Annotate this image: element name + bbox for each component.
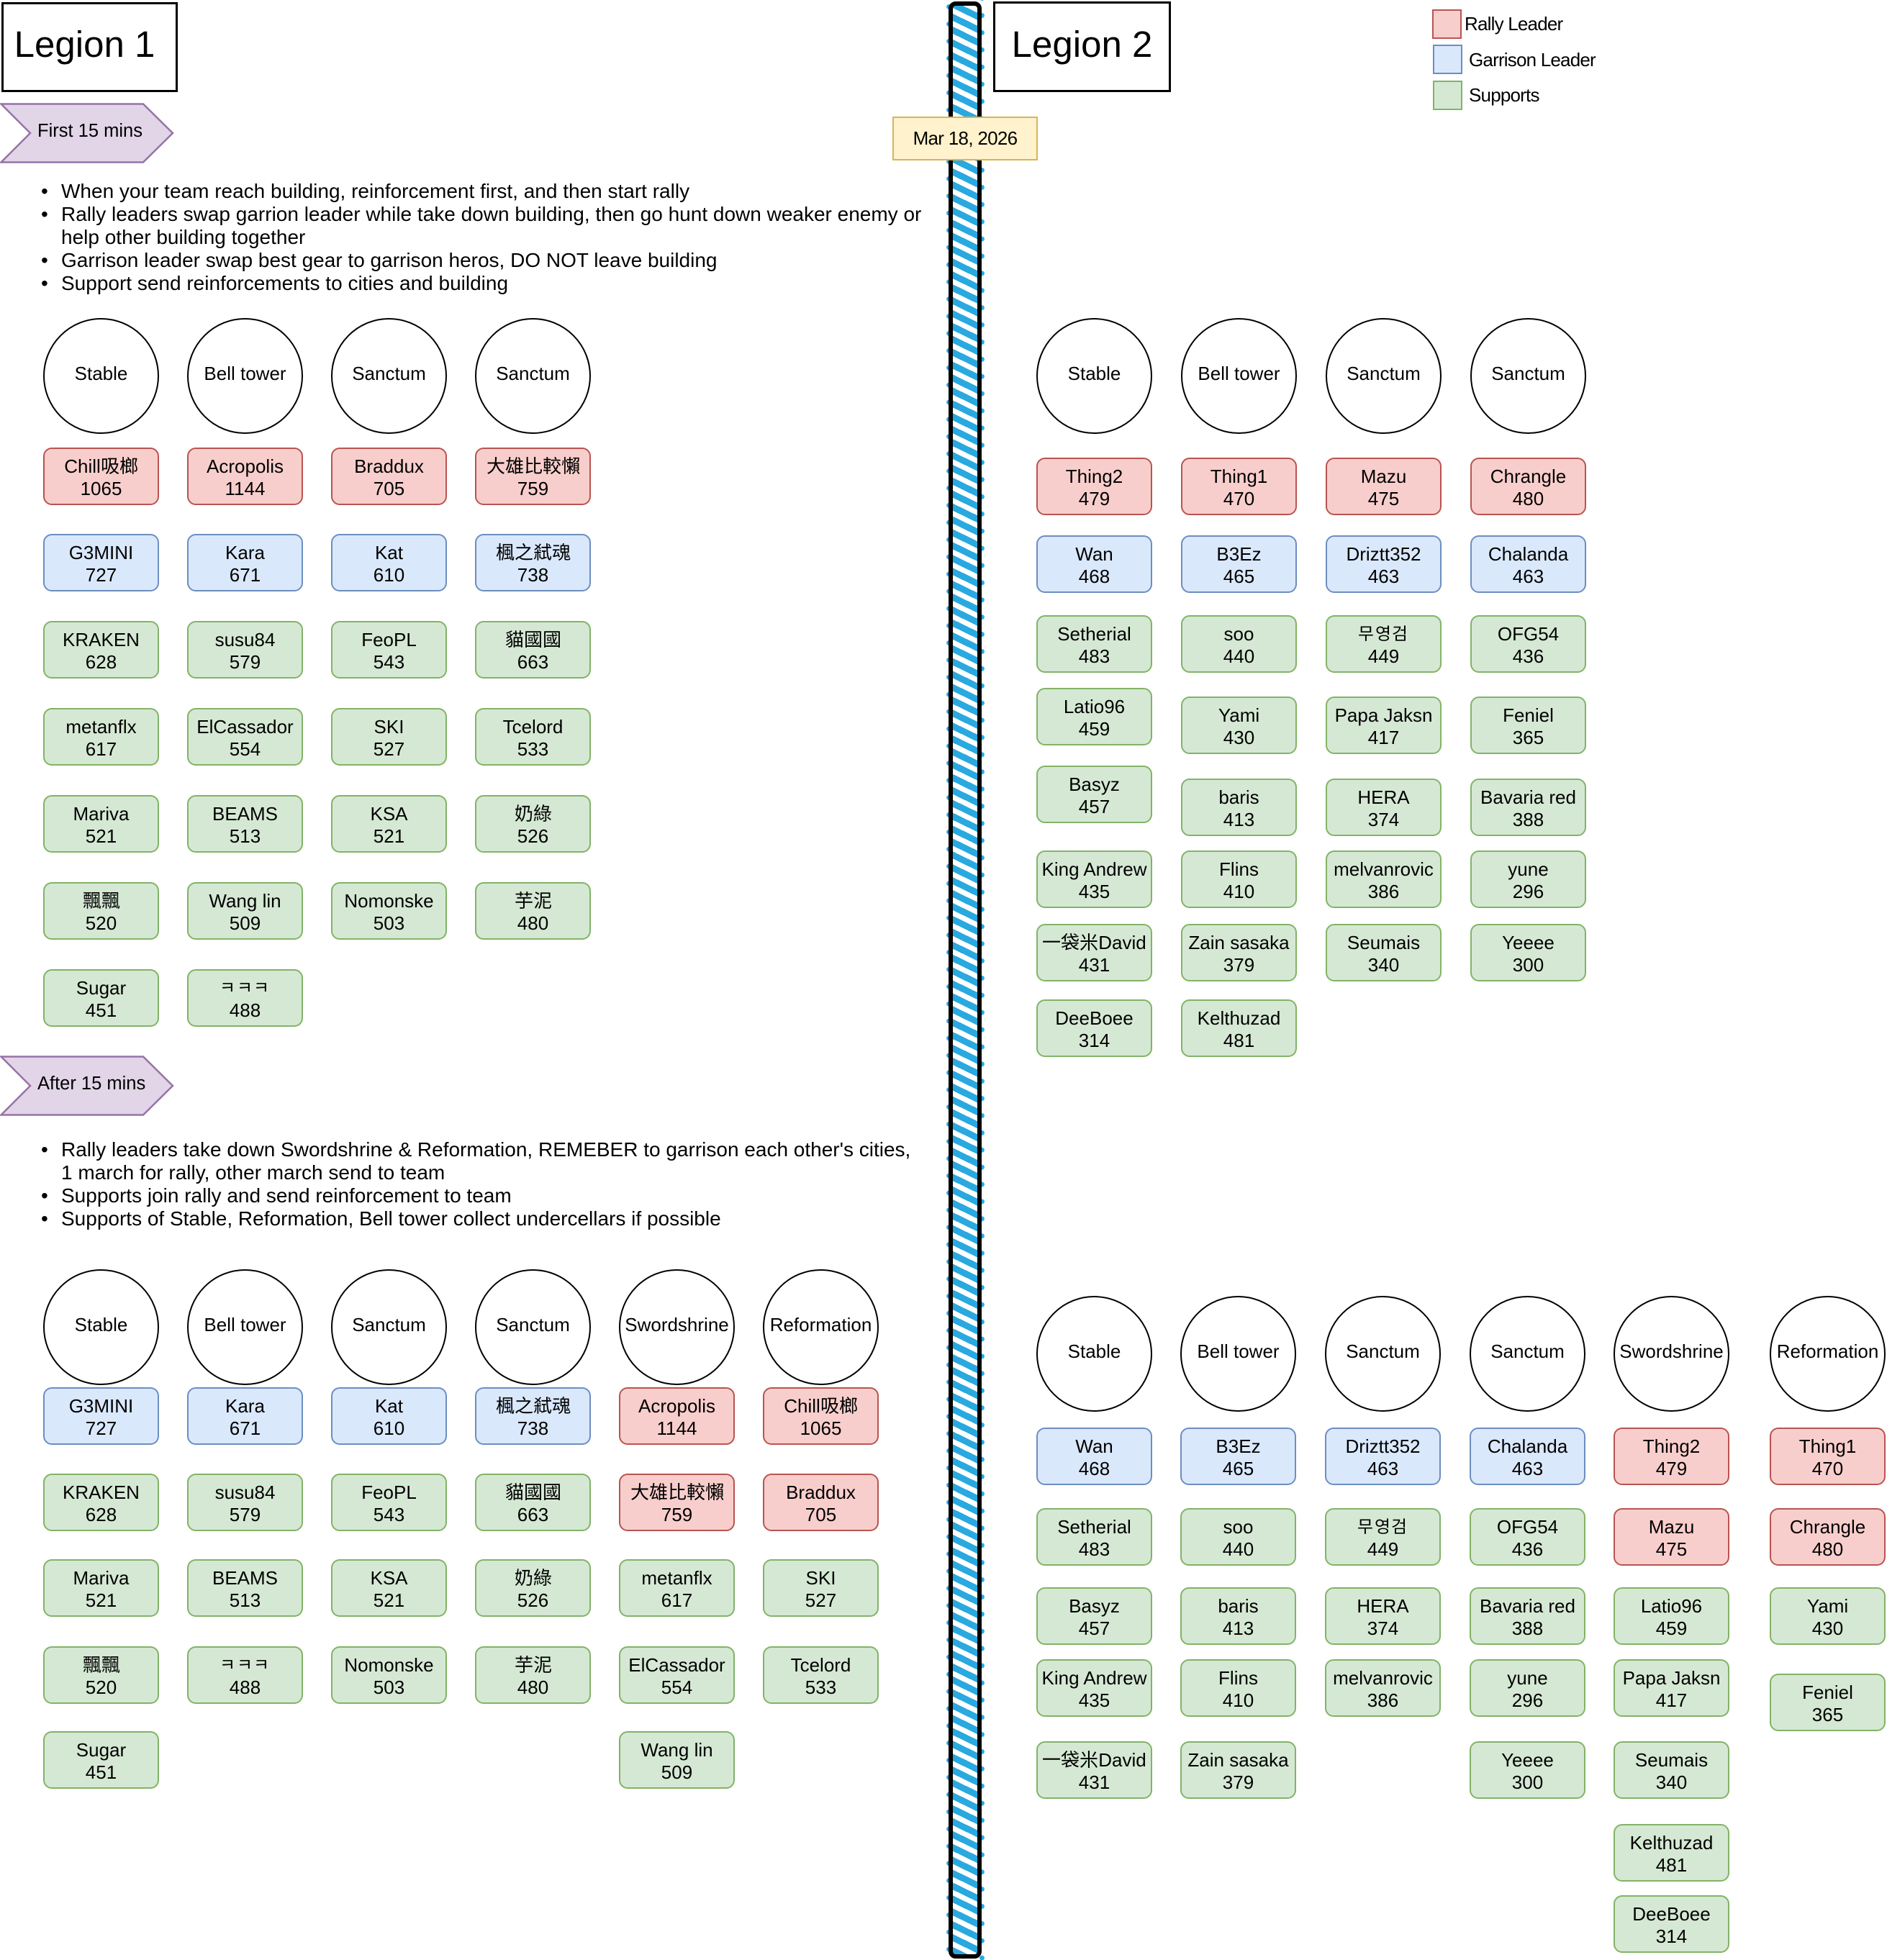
svg-text:First 15 mins: First 15 mins: [37, 121, 142, 141]
svg-text:After 15 mins: After 15 mins: [37, 1074, 145, 1094]
